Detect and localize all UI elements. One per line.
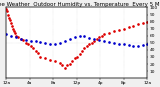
Title: Milwaukee Weather  Outdoor Humidity vs. Temperature  Every 5 Minutes: Milwaukee Weather Outdoor Humidity vs. T… xyxy=(0,2,160,7)
